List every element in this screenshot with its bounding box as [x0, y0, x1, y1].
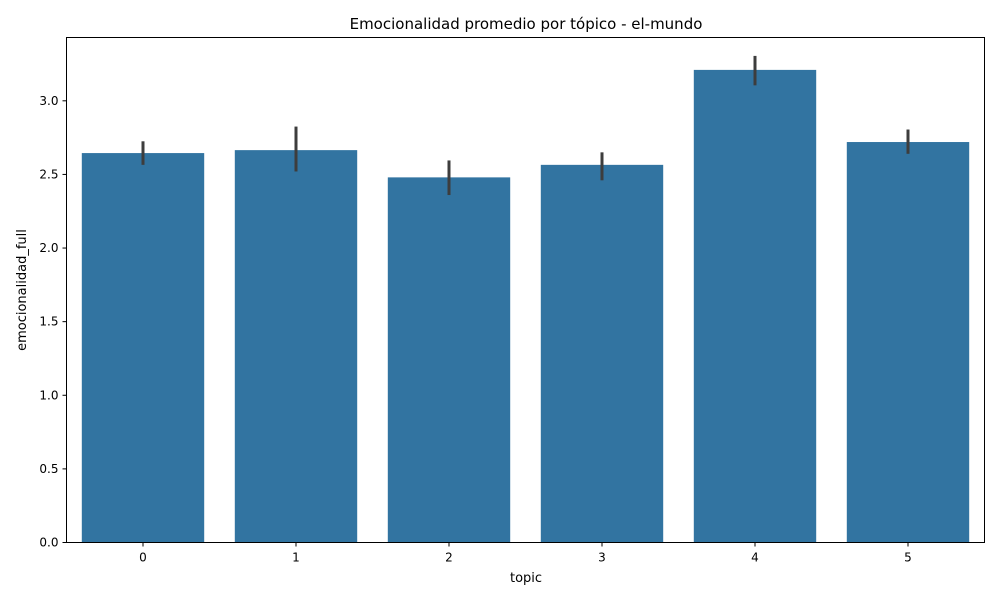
bar-topic-2	[387, 177, 511, 543]
plot-frame	[66, 37, 985, 543]
x-tick-label: 1	[292, 551, 300, 565]
y-tick-label: 0.0	[39, 536, 58, 550]
bar-topic-3	[540, 164, 664, 543]
y-tick-label: 1.5	[39, 315, 58, 329]
bars	[81, 69, 970, 543]
x-tick-label: 3	[598, 551, 606, 565]
bar-topic-0	[81, 153, 205, 543]
y-tick-label: 2.0	[39, 241, 58, 255]
bar-topic-1	[234, 150, 358, 543]
bar-topic-5	[846, 142, 970, 543]
x-tick-label: 5	[904, 551, 912, 565]
error-bars	[141, 55, 910, 196]
y-tick-label: 1.0	[39, 388, 58, 402]
x-axis-label: topic	[510, 571, 542, 586]
x-tick-label: 2	[445, 551, 453, 565]
y-axis-ticks: 0.0 0.5 1.0 1.5 2.0 2.5 3.0	[39, 94, 67, 550]
y-tick-label: 2.5	[39, 167, 58, 181]
y-tick-label: 0.5	[39, 462, 58, 476]
bar-topic-4	[693, 69, 817, 543]
chart-title: Emocionalidad promedio por tópico - el-m…	[350, 15, 703, 33]
x-tick-label: 0	[139, 551, 147, 565]
x-axis-ticks: 0 1 2 3 4 5	[139, 542, 912, 565]
y-axis-label: emocionalidad_full	[15, 229, 30, 351]
y-tick-label: 3.0	[39, 94, 58, 108]
x-tick-label: 4	[751, 551, 759, 565]
